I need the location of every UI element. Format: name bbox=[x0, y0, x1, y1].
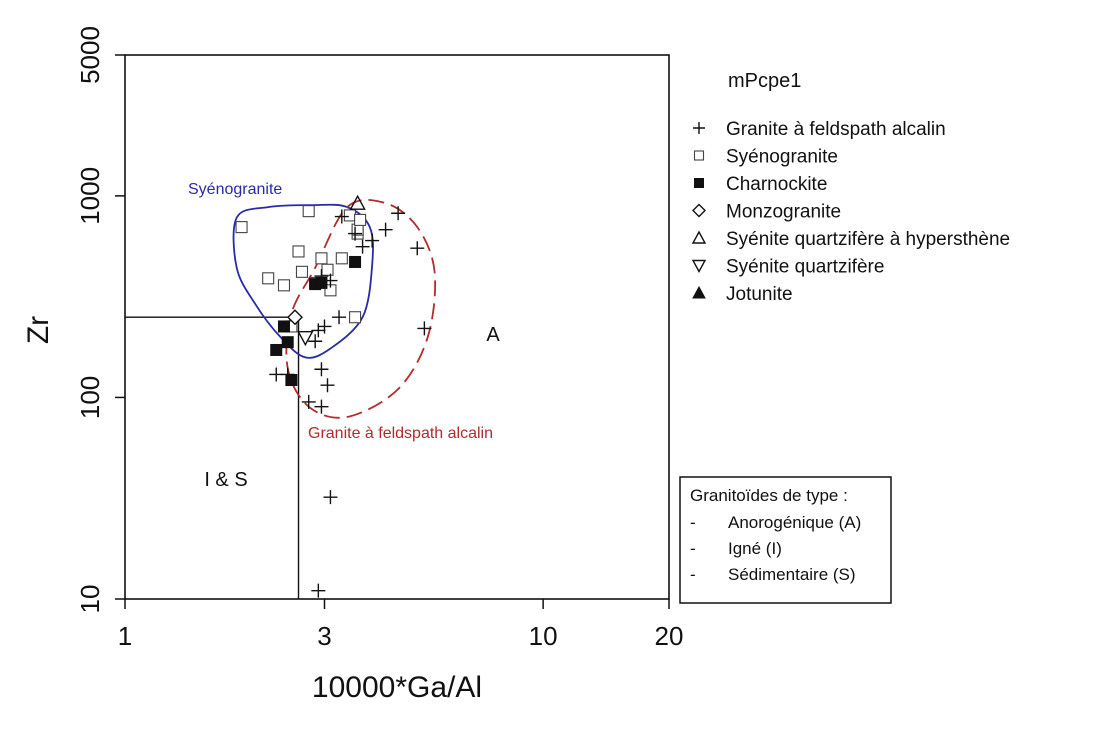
data-point bbox=[332, 310, 347, 325]
field-label-syenogranite: Syénogranite bbox=[188, 181, 282, 198]
classification-box-frame bbox=[679, 476, 892, 604]
legend-label: Granite à feldspath alcalin bbox=[726, 119, 946, 140]
field-label-alkali-feldspar-granite: Granite à feldspath alcalin bbox=[308, 425, 493, 442]
data-point bbox=[354, 213, 367, 226]
data-point bbox=[297, 330, 314, 347]
data-point bbox=[315, 252, 328, 265]
legend-items: Granite à feldspath alcalin Syénogranite C… bbox=[691, 119, 1010, 305]
data-point bbox=[343, 209, 356, 222]
classification-item-dash: - bbox=[690, 565, 696, 584]
y-tick-label: 1000 bbox=[75, 167, 105, 225]
data-point bbox=[355, 239, 370, 254]
data-point bbox=[235, 221, 248, 234]
data-point bbox=[365, 233, 380, 248]
data-point bbox=[321, 263, 334, 276]
data-point bbox=[349, 311, 362, 324]
legend-marker bbox=[691, 230, 707, 244]
x-tick-label: 1 bbox=[118, 621, 132, 651]
classification-item-dash: - bbox=[690, 513, 696, 532]
data-point bbox=[317, 319, 332, 334]
data-point bbox=[334, 209, 349, 224]
data-point bbox=[323, 490, 338, 505]
classification-box: Granitoïdes de type : - Anorogénique (A)… bbox=[679, 476, 892, 604]
legend: mPcpe1 Granite à feldspath alcalin Syénog… bbox=[691, 70, 1010, 305]
data-points bbox=[235, 194, 432, 598]
classification-item-label: Anorogénique (A) bbox=[728, 513, 861, 532]
data-point bbox=[270, 343, 283, 356]
data-point bbox=[301, 394, 316, 409]
data-point bbox=[391, 206, 406, 221]
y-axis-ticks: 10 100 1000 5000 bbox=[75, 26, 125, 613]
data-point bbox=[320, 378, 335, 393]
alkali-feldspar-granite-field-outline bbox=[285, 198, 437, 419]
data-point bbox=[378, 222, 393, 237]
y-axis-title: Zr bbox=[22, 316, 55, 344]
region-label-i-s: I & S bbox=[204, 469, 247, 491]
x-tick-label: 20 bbox=[655, 621, 684, 651]
legend-marker bbox=[691, 259, 707, 273]
x-axis-title: 10000*Ga/Al bbox=[312, 671, 482, 704]
legend-marker bbox=[693, 150, 705, 161]
data-point bbox=[410, 241, 425, 256]
data-point bbox=[277, 320, 290, 333]
data-point bbox=[295, 265, 309, 278]
data-point bbox=[349, 255, 362, 268]
data-point bbox=[311, 583, 326, 598]
data-point bbox=[335, 252, 348, 265]
y-tick-label: 10 bbox=[75, 585, 105, 614]
data-point bbox=[417, 321, 432, 336]
y-tick-label: 100 bbox=[75, 376, 105, 419]
data-point bbox=[281, 336, 294, 349]
legend-label: Charnockite bbox=[726, 174, 827, 195]
legend-title: mPcpe1 bbox=[728, 70, 801, 92]
x-tick-label: 10 bbox=[529, 621, 558, 651]
plot-frame bbox=[124, 54, 670, 600]
data-point bbox=[315, 276, 328, 289]
data-point bbox=[277, 279, 291, 292]
data-point bbox=[262, 272, 275, 285]
data-point bbox=[286, 309, 303, 326]
classification-item-label: Sédimentaire (S) bbox=[728, 565, 856, 584]
data-point bbox=[349, 194, 366, 210]
data-point bbox=[314, 399, 329, 414]
legend-marker bbox=[694, 178, 704, 188]
legend-label: Syénogranite bbox=[726, 147, 838, 168]
data-point bbox=[348, 226, 363, 241]
legend-label: Syénite quartzifère à hypersthène bbox=[726, 229, 1010, 250]
data-point bbox=[302, 205, 315, 218]
classification-item-dash: - bbox=[690, 539, 696, 558]
classification-boundaries bbox=[125, 316, 300, 599]
legend-label: Monzogranite bbox=[726, 202, 841, 223]
x-axis-ticks: 1 3 10 20 bbox=[118, 599, 684, 651]
legend-label: Jotunite bbox=[726, 284, 793, 305]
data-point bbox=[285, 374, 298, 387]
classification-item-label: Igné (I) bbox=[728, 539, 782, 558]
legend-marker bbox=[693, 122, 705, 134]
legend-marker bbox=[692, 203, 706, 218]
y-tick-label: 5000 bbox=[75, 26, 105, 84]
data-point bbox=[311, 323, 326, 338]
legend-marker bbox=[692, 285, 706, 299]
x-tick-label: 3 bbox=[317, 621, 331, 651]
data-point bbox=[314, 362, 329, 377]
classification-box-title: Granitoïdes de type : bbox=[690, 486, 848, 505]
region-label-a: A bbox=[486, 324, 500, 346]
data-point bbox=[292, 245, 305, 258]
legend-label: Syénite quartzifère bbox=[726, 257, 884, 278]
data-point bbox=[308, 334, 323, 349]
